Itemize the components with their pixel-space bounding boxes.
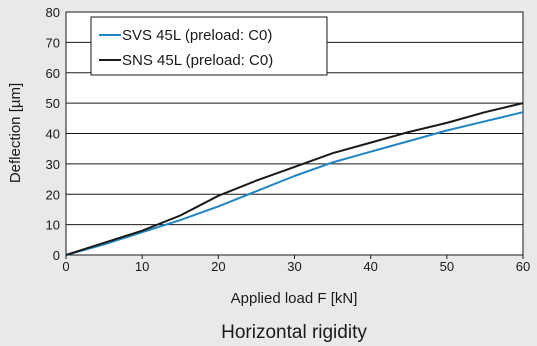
series-lines bbox=[65, 102, 524, 256]
legend-entry-svs: SVS 45L (preload: C0) bbox=[122, 27, 272, 44]
y-tick-label-60: 60 bbox=[46, 66, 60, 81]
y-axis-label: Deflection [µm] bbox=[7, 83, 24, 183]
x-tick-label-30: 30 bbox=[287, 259, 301, 274]
y-tick-label-80: 80 bbox=[46, 5, 60, 20]
legend-box bbox=[90, 16, 328, 76]
x-tick-label-20: 20 bbox=[211, 259, 225, 274]
x-tick-label-50: 50 bbox=[440, 259, 454, 274]
x-tick-label-0: 0 bbox=[62, 259, 69, 274]
x-axis-ticks: 0 10 20 30 40 50 60 bbox=[62, 255, 530, 274]
y-tick-label-10: 10 bbox=[46, 218, 60, 233]
y-tick-label-20: 20 bbox=[46, 187, 60, 202]
x-axis-label: Applied load F [kN] bbox=[231, 290, 358, 307]
y-axis-ticks: 0 10 20 30 40 50 60 70 80 bbox=[46, 5, 60, 263]
legend-entry-sns: SNS 45L (preload: C0) bbox=[122, 52, 273, 69]
y-tick-label-50: 50 bbox=[46, 96, 60, 111]
x-tick-label-40: 40 bbox=[363, 259, 377, 274]
y-tick-label-30: 30 bbox=[46, 157, 60, 172]
chart-caption: Horizontal rigidity bbox=[221, 322, 367, 343]
legend: SVS 45L (preload: C0) SNS 45L (preload: … bbox=[90, 16, 328, 76]
y-tick-label-40: 40 bbox=[46, 127, 60, 142]
series-line-1 bbox=[65, 102, 524, 256]
series-line-0 bbox=[65, 111, 524, 256]
x-tick-label-10: 10 bbox=[135, 259, 149, 274]
y-tick-label-0: 0 bbox=[53, 248, 60, 263]
x-tick-label-60: 60 bbox=[516, 259, 530, 274]
y-tick-label-70: 70 bbox=[46, 35, 60, 50]
